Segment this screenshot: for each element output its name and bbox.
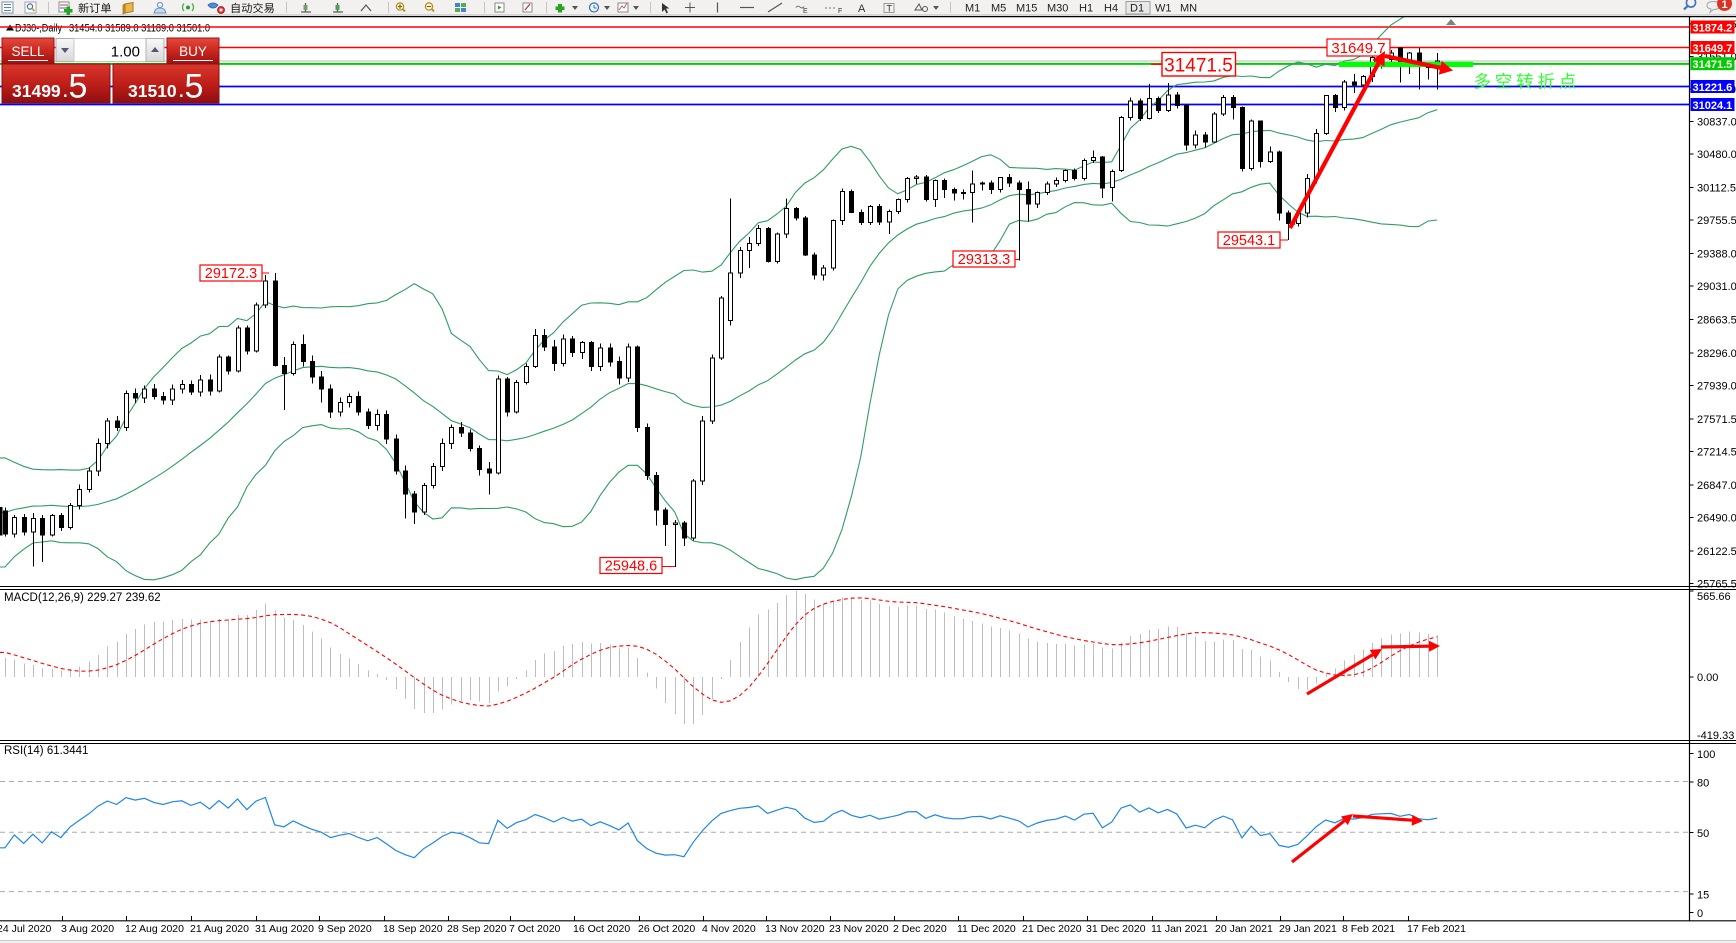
svg-text:15: 15	[1697, 890, 1709, 902]
svg-text:24 Jul 2020: 24 Jul 2020	[0, 923, 51, 935]
svg-text:31499: 31499	[12, 81, 61, 101]
svg-text:29755.5: 29755.5	[1697, 215, 1736, 227]
svg-text:F: F	[838, 8, 842, 15]
svg-text:.: .	[62, 76, 69, 103]
svg-text:W1: W1	[1155, 3, 1172, 15]
svg-text:31 Aug 2020: 31 Aug 2020	[255, 923, 314, 935]
svg-text:RSI(14) 61.3441: RSI(14) 61.3441	[4, 745, 88, 757]
svg-text:28663.5: 28663.5	[1697, 315, 1736, 327]
svg-text:31 Dec 2020: 31 Dec 2020	[1086, 923, 1146, 935]
svg-text:28296.0: 28296.0	[1697, 348, 1736, 360]
svg-text:M1: M1	[965, 3, 980, 15]
svg-text:BUY: BUY	[179, 44, 207, 59]
svg-text:M30: M30	[1047, 3, 1068, 15]
svg-text:5: 5	[69, 68, 88, 106]
svg-text:29388.0: 29388.0	[1697, 249, 1736, 261]
svg-text:50: 50	[1697, 828, 1709, 840]
svg-text:MN: MN	[1180, 3, 1197, 15]
svg-text:9 Sep 2020: 9 Sep 2020	[318, 923, 372, 935]
svg-text:80: 80	[1697, 778, 1709, 790]
svg-text:D1: D1	[1130, 3, 1144, 15]
svg-text:100: 100	[1697, 749, 1715, 761]
svg-text:MACD(12,26,9) 229.27 239.62: MACD(12,26,9) 229.27 239.62	[4, 592, 161, 604]
svg-text:3 Aug 2020: 3 Aug 2020	[61, 923, 114, 935]
svg-text:0.00: 0.00	[1697, 672, 1718, 684]
svg-text:-419.33: -419.33	[1697, 730, 1734, 742]
svg-text:A: A	[858, 3, 866, 15]
svg-text:E: E	[803, 8, 808, 15]
svg-text:H1: H1	[1079, 3, 1093, 15]
svg-text:29172.3: 29172.3	[205, 266, 257, 282]
svg-text:8 Feb 2021: 8 Feb 2021	[1342, 923, 1395, 935]
svg-text:31024.1: 31024.1	[1693, 100, 1733, 112]
svg-text:31510: 31510	[128, 81, 177, 101]
svg-text:29313.3: 29313.3	[958, 252, 1010, 268]
svg-text:29 Jan 2021: 29 Jan 2021	[1279, 923, 1337, 935]
svg-text:31874.2: 31874.2	[1693, 23, 1733, 35]
svg-text:26 Oct 2020: 26 Oct 2020	[638, 923, 695, 935]
svg-text:31221.6: 31221.6	[1693, 82, 1733, 94]
svg-text:16 Oct 2020: 16 Oct 2020	[573, 923, 630, 935]
svg-text:31649.7: 31649.7	[1331, 40, 1385, 57]
svg-text:21 Aug 2020: 21 Aug 2020	[190, 923, 249, 935]
svg-text:H4: H4	[1104, 3, 1118, 15]
svg-text:31649.7: 31649.7	[1693, 43, 1733, 55]
svg-text:31471.5: 31471.5	[1693, 59, 1733, 71]
svg-text:T: T	[887, 4, 893, 14]
svg-text:28 Sep 2020: 28 Sep 2020	[447, 923, 507, 935]
svg-text:26847.0: 26847.0	[1697, 480, 1736, 492]
svg-text:26490.0: 26490.0	[1697, 513, 1736, 525]
svg-text:26122.5: 26122.5	[1697, 546, 1736, 558]
svg-text:30837.0: 30837.0	[1697, 117, 1736, 129]
svg-text:31454.0 31589.0 31189.0 31501.: 31454.0 31589.0 31189.0 31501.0	[69, 23, 210, 35]
svg-text:DJ30-,Daily: DJ30-,Daily	[15, 23, 62, 35]
svg-text:565.66: 565.66	[1697, 591, 1731, 603]
svg-text:SELL: SELL	[11, 44, 45, 59]
svg-text:29031.0: 29031.0	[1697, 281, 1736, 293]
svg-text:30112.5: 30112.5	[1697, 183, 1736, 195]
svg-text:13 Nov 2020: 13 Nov 2020	[765, 923, 825, 935]
svg-text:M15: M15	[1016, 3, 1037, 15]
svg-text:11 Jan 2021: 11 Jan 2021	[1151, 923, 1208, 935]
svg-text:5: 5	[185, 68, 204, 106]
svg-text:30480.0: 30480.0	[1697, 149, 1736, 161]
svg-text:20 Jan 2021: 20 Jan 2021	[1215, 923, 1273, 935]
svg-text:25948.6: 25948.6	[605, 559, 657, 575]
svg-text:27214.5: 27214.5	[1697, 447, 1736, 459]
svg-text:.: .	[178, 76, 185, 103]
svg-text:23 Nov 2020: 23 Nov 2020	[829, 923, 889, 935]
svg-text:29543.1: 29543.1	[1223, 233, 1275, 249]
svg-text:7 Oct 2020: 7 Oct 2020	[509, 923, 561, 935]
svg-text:17 Feb 2021: 17 Feb 2021	[1407, 923, 1466, 935]
svg-text:〜: 〜	[795, 3, 805, 14]
svg-text:12 Aug 2020: 12 Aug 2020	[125, 923, 184, 935]
svg-text:2 Dec 2020: 2 Dec 2020	[893, 923, 947, 935]
svg-text:31471.5: 31471.5	[1164, 56, 1233, 77]
svg-text:M5: M5	[991, 3, 1006, 15]
svg-text:27939.0: 27939.0	[1697, 381, 1736, 393]
svg-text:18 Sep 2020: 18 Sep 2020	[383, 923, 443, 935]
svg-text:1.00: 1.00	[111, 44, 140, 61]
svg-text:11 Dec 2020: 11 Dec 2020	[957, 923, 1016, 935]
svg-text:0: 0	[1697, 908, 1703, 920]
svg-text:21 Dec 2020: 21 Dec 2020	[1022, 923, 1082, 935]
svg-text:25765.5: 25765.5	[1697, 579, 1736, 591]
svg-text:1: 1	[1721, 0, 1727, 11]
svg-text:4 Nov 2020: 4 Nov 2020	[702, 923, 756, 935]
svg-text:27571.5: 27571.5	[1697, 414, 1736, 426]
